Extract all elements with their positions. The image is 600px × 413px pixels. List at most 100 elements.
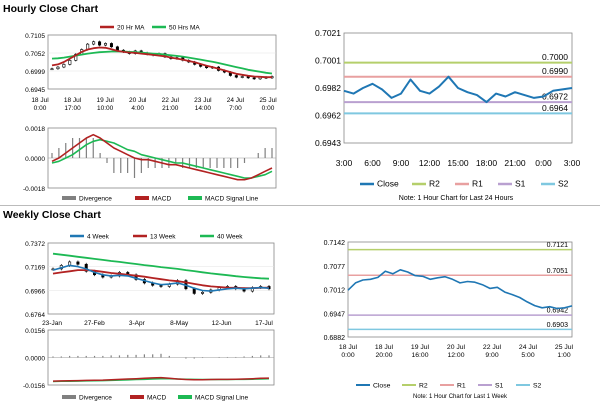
- hourly-price-ytick: 0.7052: [25, 51, 45, 58]
- hourly-price-xtick: 18 Jul: [31, 97, 49, 104]
- weekly-pivot-close-line: [347, 268, 573, 310]
- weekly-price-xtick: 3-Apr: [129, 320, 146, 327]
- weekly-price-xtick: 17-Jul: [255, 320, 273, 327]
- weekly-macd-ytick: 0.0000: [25, 356, 45, 363]
- hourly-pivot-xtick: 18:00: [476, 158, 498, 168]
- weekly-pivot-xtick: 20 Jul: [447, 344, 466, 351]
- legend-macd-signal: MACD Signal Line: [195, 395, 248, 402]
- legend-macd: MACD: [147, 395, 166, 402]
- weekly-section-title: Weekly Close Chart: [3, 209, 101, 221]
- hourly-candle: [98, 41, 102, 46]
- hourly-ma50-line: [51, 50, 273, 75]
- hourly-candle: [68, 60, 72, 65]
- hourly-candle: [92, 41, 96, 45]
- hourly-macd-ytick: 0.0018: [25, 126, 45, 133]
- hourly-candle: [115, 46, 119, 51]
- weekly-macd-line: [52, 376, 270, 382]
- weekly-price-ytick: 0.7372: [25, 241, 45, 248]
- hourly-price-xtick: 21:00: [162, 105, 179, 112]
- hourly-pivot-ytick: 0.7021: [315, 28, 341, 38]
- hourly-macd-ytick: -0.0018: [23, 186, 45, 193]
- legend-20hr-ma: 20 Hr MA: [117, 25, 145, 32]
- legend-macd: MACD: [152, 196, 171, 203]
- pivot-note: Note: 1 Hour Chart for Last 1 Week: [413, 394, 508, 400]
- pivot-legend-s1: S1: [515, 179, 526, 189]
- legend-40-week: 40 Week: [217, 234, 243, 241]
- weekly-pivot-ytick: 0.7012: [324, 288, 346, 295]
- hourly-price-xtick: 4:00: [131, 105, 144, 112]
- hourly-pivot-xtick: 21:00: [504, 158, 526, 168]
- weekly-price-frame: [47, 242, 275, 315]
- weekly-pivot-xtick: 12:00: [447, 352, 464, 359]
- weekly-price-ytick: 0.6966: [25, 288, 45, 295]
- weekly-pivot-ytick: 0.7142: [324, 240, 346, 247]
- weekly-pivot-frame: [347, 241, 573, 338]
- hourly-pivot-xtick: 0:00: [535, 158, 552, 168]
- pivot-legend-r2: R2: [429, 179, 440, 189]
- weekly-price-xtick: 27-Feb: [84, 320, 105, 327]
- weekly-pivot-xtick: 25 Jul: [555, 344, 574, 351]
- hourly-candle: [252, 77, 256, 80]
- pivot-note: Note: 1 Hour Chart for Last 24 Hours: [399, 195, 514, 202]
- hourly-price-xtick: 20 Jul: [129, 97, 147, 104]
- pivot-level-label: 0.6964: [542, 103, 568, 113]
- weekly-pivot-xtick: 19 Jul: [411, 344, 430, 351]
- weekly-candle: [192, 288, 196, 294]
- weekly-pivot-xtick: 0:00: [341, 352, 354, 359]
- hourly-price-ytick: 0.6945: [25, 87, 45, 94]
- hourly-price-xtick: 22 Jul: [162, 97, 180, 104]
- pivot-level-label: 0.6942: [547, 308, 569, 315]
- hourly-candle: [240, 76, 244, 78]
- pivot-level-label: 0.6990: [542, 66, 568, 76]
- weekly-candle: [134, 274, 138, 280]
- hourly-ma20-line: [51, 46, 272, 79]
- hourly-candle: [104, 43, 108, 46]
- weekly-price-xtick: 8-May: [170, 320, 189, 327]
- hourly-price-xtick: 19 Jul: [96, 97, 114, 104]
- weekly-40w-line: [52, 252, 270, 280]
- hourly-pivot-xtick: 15:00: [447, 158, 469, 168]
- weekly-price-xtick: 12-Jun: [212, 320, 232, 327]
- hourly-price-xtick: 18 Jul: [64, 97, 82, 104]
- hourly-price-ytick: 0.6999: [25, 69, 45, 76]
- hourly-signal-line: [51, 138, 273, 179]
- weekly-4w-line: [52, 264, 270, 292]
- hourly-macd-ytick: 0.0000: [25, 156, 45, 163]
- hourly-candle: [74, 53, 78, 61]
- hourly-candle: [109, 43, 113, 48]
- weekly-pivot-xtick: 5:00: [521, 352, 534, 359]
- weekly-pivot-xtick: 24 Jul: [519, 344, 538, 351]
- hourly-price-xtick: 7:00: [229, 105, 242, 112]
- hourly-candle: [62, 64, 66, 68]
- pivot-legend-close: Close: [373, 383, 391, 390]
- hourly-pivot-xtick: 9:00: [393, 158, 410, 168]
- pivot-legend-s2: S2: [533, 383, 542, 390]
- hourly-price-frame: [47, 34, 277, 90]
- hourly-candle: [50, 68, 54, 71]
- hourly-price-xtick: 14:00: [195, 105, 212, 112]
- hourly-price-xtick: 25 Jul: [259, 97, 277, 104]
- hourly-price-ytick: 0.7105: [25, 33, 45, 40]
- hourly-price-xtick: 0:00: [262, 105, 275, 112]
- weekly-pivot-xtick: 1:00: [557, 352, 570, 359]
- hourly-pivot-xtick: 12:00: [419, 158, 441, 168]
- legend-50hrs-ma: 50 Hrs MA: [169, 25, 200, 32]
- weekly-pivot-ytick: 0.6947: [324, 311, 346, 318]
- legend-4-week: 4 Week: [87, 234, 110, 241]
- pivot-level-label: 0.7051: [547, 268, 569, 275]
- hourly-price-xtick: 0:00: [34, 105, 47, 112]
- hourly-price-xtick: 24 Jul: [227, 97, 245, 104]
- weekly-pivot-ytick: 0.7077: [324, 264, 346, 271]
- weekly-candle: [201, 291, 205, 294]
- pivot-level-label: 0.7121: [547, 242, 569, 249]
- hourly-pivot-xtick: 3:00: [336, 158, 353, 168]
- pivot-level-label: 0.6972: [542, 92, 568, 102]
- weekly-pivot-xtick: 16:00: [411, 352, 428, 359]
- hourly-pivot-xtick: 6:00: [364, 158, 381, 168]
- pivot-legend-r1: R1: [472, 179, 483, 189]
- pivot-level-label: 0.6903: [547, 322, 569, 329]
- weekly-pivot-xtick: 18 Jul: [375, 344, 394, 351]
- hourly-pivot-ytick: 0.6943: [315, 138, 341, 148]
- pivot-legend-r2: R2: [419, 383, 428, 390]
- hourly-price-xtick: 10:00: [97, 105, 114, 112]
